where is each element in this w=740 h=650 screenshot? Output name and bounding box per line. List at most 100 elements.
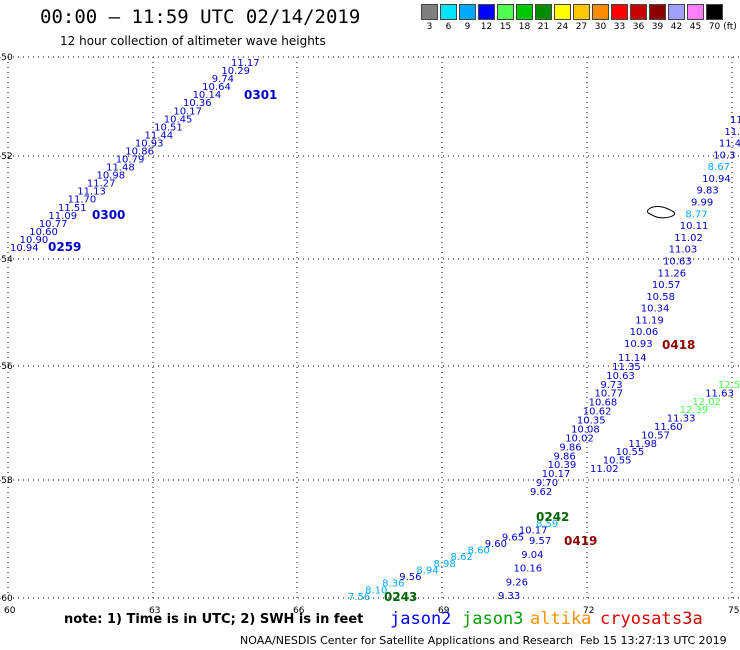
track-b-value: 10.62 xyxy=(583,407,612,418)
track-d-value: 10.55 xyxy=(616,447,645,458)
track-b-upper-value: 10.93 xyxy=(624,339,653,350)
track-b-upper-value: 10.06 xyxy=(630,327,659,338)
track-a-value: 11.51 xyxy=(58,203,87,214)
track-b-upper-value: 11.02 xyxy=(674,233,703,244)
track-b-upper-value: 10.34 xyxy=(641,304,670,315)
axis-labels: -50 -52 -54 -56 -58 -60 60 63 66 69 72 75 xyxy=(0,53,739,616)
track-a-value: 9.74 xyxy=(212,74,234,85)
track-c-value: 9.60 xyxy=(485,539,507,550)
scale-swatch xyxy=(497,4,514,20)
lon-label: 75 xyxy=(728,606,739,616)
scale-label: 12 xyxy=(480,22,493,32)
scale-label: 42 xyxy=(670,22,683,32)
track-b-value: 10.39 xyxy=(548,460,577,471)
track-c-value: 8.59 xyxy=(536,519,558,530)
track-b-upper-value: 11.19 xyxy=(635,315,664,326)
track-c-value: 8.36 xyxy=(382,579,404,590)
scale-label: 6 xyxy=(445,22,452,32)
pass-label: 0418 xyxy=(662,338,695,352)
track-a-value: 10.93 xyxy=(135,138,164,149)
track-b-value: 9.73 xyxy=(600,380,622,391)
track-b-value: 10.63 xyxy=(606,371,635,382)
scale-unit: (ft) xyxy=(723,22,737,32)
track-b-value: 9.70 xyxy=(536,478,558,489)
track-b-upper-value: 9.99 xyxy=(691,198,713,209)
track-a-value: 10.79 xyxy=(116,155,145,166)
track-b-upper-value: 8.77 xyxy=(685,209,707,220)
lat-label: -58 xyxy=(0,476,13,486)
track-b-upper-value: 9.83 xyxy=(697,186,719,197)
track-e-value: 9.57 xyxy=(529,536,551,547)
track-c-value: 7.56 xyxy=(348,592,370,603)
track-b-value: 10.08 xyxy=(571,424,600,435)
track-a-value: 10.86 xyxy=(125,146,154,157)
satellite-jason3: jason3 xyxy=(462,609,524,629)
track-a-value: 11.44 xyxy=(145,130,174,141)
track-b-upper-value: 11.4 xyxy=(730,115,740,126)
scale-swatch xyxy=(592,4,609,20)
track-e-value: 9.33 xyxy=(498,591,520,602)
satellite-s3a: s3a xyxy=(672,609,703,629)
track-d-value: 11.98 xyxy=(628,439,657,450)
track-a-value: 11.13 xyxy=(77,187,106,198)
track-a-value: 11.48 xyxy=(106,163,135,174)
track-b-value: 10.68 xyxy=(589,398,618,409)
island-outline xyxy=(647,206,675,219)
track-a-value: 10.36 xyxy=(183,98,212,109)
scale-swatch xyxy=(630,4,647,20)
track-b-upper-value: 10.63 xyxy=(663,256,692,267)
scale-swatch xyxy=(668,4,685,20)
track-a-value: 10.29 xyxy=(221,66,250,77)
scale-swatch xyxy=(554,4,571,20)
track-b-upper-value: 10.11 xyxy=(680,221,709,232)
track-c-value: 8.60 xyxy=(468,546,490,557)
pass-label: 0419 xyxy=(564,534,597,548)
track-a-value: 10.64 xyxy=(202,82,231,93)
scale-swatch xyxy=(516,4,533,20)
track-b-upper-value: 10.94 xyxy=(702,174,731,185)
scale-label: 39 xyxy=(651,22,664,32)
track-d-value: 10.57 xyxy=(641,430,670,441)
track-b-value: 10.35 xyxy=(577,416,606,427)
lon-label: 66 xyxy=(293,606,305,616)
scale-swatch xyxy=(706,4,723,20)
track-d-value: 12.5 xyxy=(718,380,740,391)
track-d-value: 11.33 xyxy=(667,414,696,425)
track-b-upper-value: 10.57 xyxy=(652,280,681,291)
lat-label: -56 xyxy=(0,362,13,372)
track-b-value: 11.14 xyxy=(618,353,647,364)
track-a-value: 11.70 xyxy=(68,195,97,206)
track-b-value: 10.02 xyxy=(565,433,594,444)
scale-label: 24 xyxy=(556,22,569,32)
track-b-value: 9.86 xyxy=(559,442,581,453)
scale-swatch xyxy=(611,4,628,20)
footer-timestamp: Feb 15 13:27:13 UTC 2019 xyxy=(580,634,727,647)
track-a-value: 11.17 xyxy=(231,58,260,69)
lat-label: -54 xyxy=(0,255,13,265)
track-c-value: 10.17 xyxy=(519,526,548,537)
track-a-value: 10.90 xyxy=(20,235,49,246)
scale-label: 36 xyxy=(632,22,645,32)
scale-label: 27 xyxy=(575,22,588,32)
track-d-value: 12.02 xyxy=(692,397,721,408)
pass-label: 0242 xyxy=(536,510,569,524)
track-b-value: 10.17 xyxy=(542,469,571,480)
track-e-value: 10.16 xyxy=(514,564,543,575)
track-a-value: 11.27 xyxy=(87,179,116,190)
track-a-value: 10.17 xyxy=(173,106,202,117)
pass-label: 0301 xyxy=(244,88,277,102)
track-b-value: 11.35 xyxy=(612,362,641,373)
scale-swatch xyxy=(535,4,552,20)
scale-swatch xyxy=(649,4,666,20)
scale-label: 15 xyxy=(499,22,512,32)
scale-swatch xyxy=(478,4,495,20)
pass-label: 0243 xyxy=(384,590,417,604)
track-d-value: 11.63 xyxy=(705,388,734,399)
track-c-value: 9.56 xyxy=(399,572,421,583)
lat-label: -50 xyxy=(0,53,13,63)
lat-lon-grid xyxy=(7,56,740,600)
track-c-value: 8.10 xyxy=(365,585,387,596)
track-b-upper-value: 10.3 xyxy=(713,150,735,161)
lon-label: 69 xyxy=(438,606,450,616)
scale-label: 70 xyxy=(708,22,721,32)
